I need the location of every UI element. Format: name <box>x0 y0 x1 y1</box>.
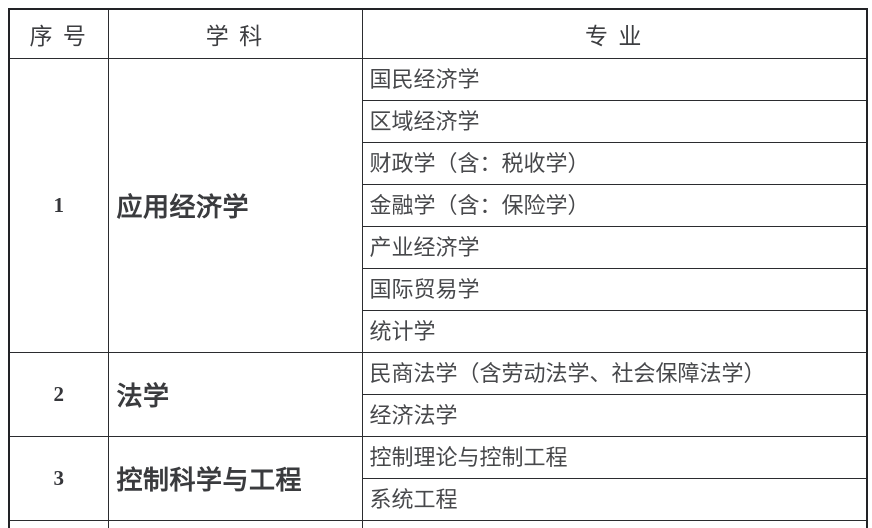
table-row: 经济法学 <box>9 394 868 437</box>
partial-cell <box>361 520 868 528</box>
table-row: 系统工程 <box>9 478 868 521</box>
major-cell: 区域经济学 <box>361 100 868 143</box>
group3-discipline: 控制科学与工程 <box>107 436 363 521</box>
major-cell: 国民经济学 <box>361 58 868 101</box>
header-cell-index: 序 号 <box>8 8 109 59</box>
table-row: 1 应用经济学 国民经济学 <box>8 58 868 353</box>
major-cell: 控制理论与控制工程 <box>361 436 868 479</box>
major-cell: 国际贸易学 <box>361 268 868 311</box>
table-row: 3 控制科学与工程 控制理论与控制工程 <box>8 436 868 521</box>
discipline-major-table: 序 号 学 科 专 业 1 应用经济学 国民经济学 区域经济学 财政学（含：税收… <box>8 8 868 528</box>
major-cell: 统计学 <box>361 310 868 353</box>
major-cell: 金融学（含：保险学） <box>361 184 868 227</box>
table-row: 财政学（含：税收学） <box>9 142 868 185</box>
group2-index: 2 <box>8 352 109 437</box>
header-cell-discipline: 学 科 <box>107 8 363 59</box>
group2-discipline: 法学 <box>107 352 363 437</box>
header-cell-major: 专 业 <box>361 8 868 59</box>
table-row: 产业经济学 <box>9 226 868 269</box>
major-cell: 产业经济学 <box>361 226 868 269</box>
major-cell: 民商法学（含劳动法学、社会保障法学） <box>361 352 868 395</box>
group3-index: 3 <box>8 436 109 521</box>
group1-discipline: 应用经济学 <box>107 58 363 353</box>
table-row-partial <box>8 520 868 528</box>
table-header-row: 序 号 学 科 专 业 <box>8 8 868 59</box>
table-row: 区域经济学 <box>9 100 868 143</box>
table-row: 2 法学 民商法学（含劳动法学、社会保障法学） <box>8 352 868 437</box>
major-cell: 财政学（含：税收学） <box>361 142 868 185</box>
table-row: 统计学 <box>9 310 868 353</box>
partial-cell <box>8 520 109 528</box>
group1-index: 1 <box>8 58 109 353</box>
major-cell: 经济法学 <box>361 394 868 437</box>
table-row: 国际贸易学 <box>9 268 868 311</box>
partial-cell <box>107 520 363 528</box>
major-cell: 系统工程 <box>361 478 868 521</box>
